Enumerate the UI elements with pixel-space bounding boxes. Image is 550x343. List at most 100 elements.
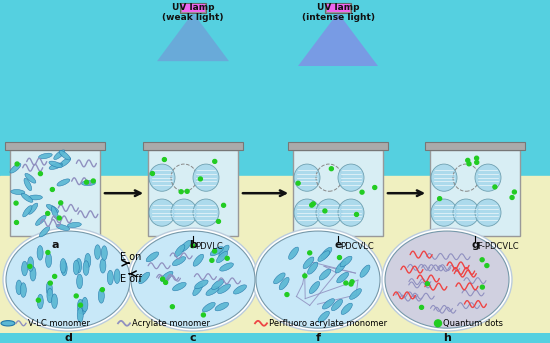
Ellipse shape bbox=[51, 206, 58, 219]
Circle shape bbox=[217, 220, 221, 223]
Circle shape bbox=[222, 203, 225, 207]
Circle shape bbox=[46, 250, 50, 255]
Circle shape bbox=[170, 305, 174, 309]
Ellipse shape bbox=[60, 259, 66, 273]
Ellipse shape bbox=[75, 258, 81, 273]
Ellipse shape bbox=[80, 300, 86, 315]
Ellipse shape bbox=[85, 253, 91, 268]
Ellipse shape bbox=[309, 282, 320, 294]
Ellipse shape bbox=[24, 178, 32, 191]
Text: UV lamp
(intense light): UV lamp (intense light) bbox=[301, 3, 375, 22]
Circle shape bbox=[310, 203, 314, 207]
Ellipse shape bbox=[59, 158, 71, 167]
Circle shape bbox=[303, 274, 307, 278]
Bar bbox=[430, 151, 520, 236]
Ellipse shape bbox=[78, 299, 84, 314]
Ellipse shape bbox=[57, 179, 70, 186]
Circle shape bbox=[323, 209, 327, 213]
Text: e: e bbox=[334, 240, 342, 250]
Circle shape bbox=[466, 158, 470, 162]
Circle shape bbox=[85, 180, 89, 184]
Ellipse shape bbox=[46, 281, 52, 296]
Circle shape bbox=[510, 196, 514, 199]
Circle shape bbox=[360, 190, 364, 194]
Ellipse shape bbox=[25, 174, 36, 183]
Ellipse shape bbox=[161, 271, 173, 282]
Text: a: a bbox=[51, 240, 59, 250]
Ellipse shape bbox=[475, 164, 501, 191]
Circle shape bbox=[161, 277, 164, 281]
Ellipse shape bbox=[385, 231, 509, 328]
Ellipse shape bbox=[336, 261, 346, 273]
Ellipse shape bbox=[6, 231, 130, 328]
Ellipse shape bbox=[273, 273, 285, 284]
Text: F-PDCVLC: F-PDCVLC bbox=[477, 242, 519, 251]
Circle shape bbox=[480, 285, 485, 289]
Ellipse shape bbox=[256, 231, 380, 328]
Ellipse shape bbox=[382, 228, 512, 331]
Ellipse shape bbox=[81, 181, 95, 186]
Bar bbox=[327, 4, 349, 12]
Ellipse shape bbox=[101, 246, 107, 260]
Ellipse shape bbox=[193, 254, 204, 266]
Polygon shape bbox=[298, 13, 378, 66]
Bar bbox=[143, 142, 243, 151]
Text: E on: E on bbox=[120, 252, 141, 262]
Ellipse shape bbox=[215, 303, 229, 311]
Circle shape bbox=[349, 282, 353, 286]
Ellipse shape bbox=[107, 270, 113, 285]
Ellipse shape bbox=[83, 261, 89, 275]
Circle shape bbox=[79, 303, 82, 307]
Ellipse shape bbox=[114, 269, 120, 284]
Text: d: d bbox=[64, 333, 72, 343]
Ellipse shape bbox=[28, 203, 38, 214]
Ellipse shape bbox=[36, 215, 46, 225]
Ellipse shape bbox=[11, 190, 25, 194]
Ellipse shape bbox=[338, 164, 364, 191]
Circle shape bbox=[213, 159, 217, 163]
Ellipse shape bbox=[217, 251, 228, 263]
Circle shape bbox=[91, 179, 95, 183]
Bar bbox=[10, 151, 100, 236]
Circle shape bbox=[475, 161, 478, 164]
Circle shape bbox=[57, 216, 61, 220]
Text: h: h bbox=[443, 333, 451, 343]
Ellipse shape bbox=[1, 321, 15, 326]
Text: g: g bbox=[471, 240, 479, 250]
Bar bbox=[288, 142, 388, 151]
Ellipse shape bbox=[171, 199, 197, 226]
Ellipse shape bbox=[29, 195, 42, 200]
Ellipse shape bbox=[279, 277, 289, 290]
Circle shape bbox=[373, 186, 377, 189]
Ellipse shape bbox=[206, 286, 219, 295]
Text: PDVLC: PDVLC bbox=[195, 242, 223, 251]
Circle shape bbox=[162, 157, 167, 162]
Text: PDCVLC: PDCVLC bbox=[340, 242, 374, 251]
Ellipse shape bbox=[321, 247, 332, 259]
Circle shape bbox=[59, 201, 63, 205]
Ellipse shape bbox=[173, 282, 186, 291]
Ellipse shape bbox=[318, 311, 329, 322]
Text: c: c bbox=[190, 333, 196, 343]
Ellipse shape bbox=[453, 199, 479, 226]
Circle shape bbox=[420, 305, 424, 309]
Circle shape bbox=[425, 282, 430, 286]
Bar bbox=[0, 177, 550, 333]
Ellipse shape bbox=[82, 297, 88, 312]
Ellipse shape bbox=[59, 151, 70, 160]
Bar bbox=[0, 0, 550, 177]
Ellipse shape bbox=[195, 280, 208, 288]
Ellipse shape bbox=[193, 283, 203, 296]
Ellipse shape bbox=[10, 163, 21, 173]
Circle shape bbox=[350, 280, 354, 284]
Ellipse shape bbox=[219, 245, 229, 257]
Ellipse shape bbox=[316, 199, 342, 226]
Circle shape bbox=[285, 293, 289, 296]
Ellipse shape bbox=[431, 164, 457, 191]
Ellipse shape bbox=[21, 193, 33, 202]
Text: V-LC monomer: V-LC monomer bbox=[28, 319, 90, 328]
Ellipse shape bbox=[319, 269, 331, 280]
Bar bbox=[425, 142, 525, 151]
Ellipse shape bbox=[322, 299, 334, 309]
Circle shape bbox=[434, 320, 442, 327]
